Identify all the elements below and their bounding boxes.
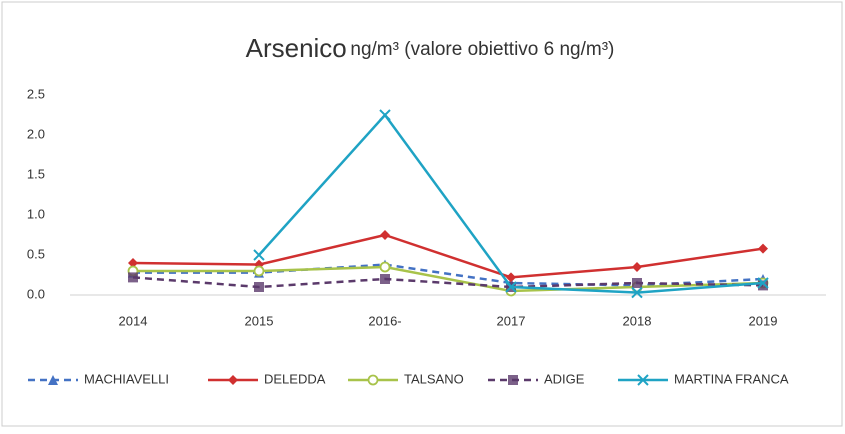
y-tick-label: 1.5	[27, 166, 45, 181]
legend-label: ADIGE	[544, 371, 585, 386]
chart-title: Arsenico	[246, 33, 347, 63]
data-point	[505, 281, 517, 293]
data-point	[128, 272, 138, 283]
y-tick-label: 1.0	[27, 206, 45, 221]
y-tick-label: 0.5	[27, 246, 45, 261]
data-point	[379, 261, 391, 273]
series-line	[132, 233, 764, 279]
x-tick-label: 2017	[497, 313, 526, 328]
data-point	[758, 243, 768, 254]
chart-title-group: Arsenico ng/m³ (valore obiettivo 6 ng/m³…	[246, 33, 615, 63]
legend-label: DELEDDA	[264, 371, 326, 386]
y-tick-label: 2.5	[27, 86, 45, 101]
data-point	[632, 278, 642, 288]
series-line	[132, 276, 764, 289]
legend-label: MACHIAVELLI	[84, 371, 169, 386]
legend-marker	[508, 375, 518, 385]
y-tick-label: 2.0	[27, 126, 45, 141]
data-point	[758, 280, 768, 291]
data-point	[380, 274, 390, 284]
data-point	[379, 109, 391, 121]
x-tick-label: 2014	[119, 313, 148, 328]
x-tick-label: 2015	[245, 313, 274, 328]
y-tick-label: 0.0	[27, 286, 45, 301]
legend-label: TALSANO	[404, 371, 464, 386]
chart-subtitle: ng/m³ (valore obiettivo 6 ng/m³)	[350, 39, 614, 60]
legend-marker	[48, 375, 58, 385]
data-point	[128, 258, 138, 268]
legend-label: MARTINA FRANCA	[674, 371, 789, 386]
data-point	[380, 230, 390, 240]
data-point	[253, 249, 265, 261]
data-point	[506, 272, 516, 283]
x-tick-label: 2018	[623, 313, 652, 328]
data-point	[631, 286, 643, 299]
legend-marker	[637, 374, 649, 386]
chart-frame	[1, 1, 843, 427]
legend-marker	[367, 374, 379, 386]
series-line	[133, 263, 764, 287]
x-tick-label: 2019	[749, 313, 778, 328]
series-line	[133, 265, 764, 293]
data-point	[757, 277, 769, 289]
data-point	[253, 265, 265, 277]
data-point	[632, 262, 642, 272]
data-point	[254, 282, 264, 292]
x-tick-label: 2016-	[368, 313, 401, 328]
legend-marker	[228, 375, 238, 385]
